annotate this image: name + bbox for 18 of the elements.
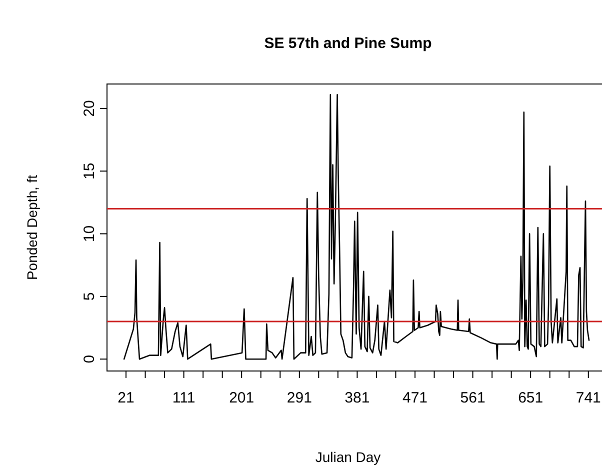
y-tick-label: 5 — [81, 292, 98, 301]
x-tick-label: 291 — [286, 390, 312, 407]
x-axis-title: Julian Day — [315, 449, 381, 465]
x-tick-label: 201 — [229, 390, 254, 407]
x-tick-label: 741 — [576, 390, 601, 407]
chart-title: SE 57th and Pine Sump — [264, 35, 432, 52]
y-tick-label: 15 — [81, 162, 98, 180]
x-tick-label: 471 — [402, 390, 428, 407]
y-tick-label: 20 — [81, 100, 98, 117]
x-tick-label: 21 — [118, 390, 134, 407]
x-tick-label: 381 — [344, 390, 370, 407]
y-tick-label: 0 — [81, 354, 98, 364]
line-series — [123, 94, 590, 360]
y-tick-label: 10 — [81, 225, 98, 242]
x-tick-label: 561 — [460, 390, 486, 407]
y-axis-title: Ponded Depth, ft — [24, 174, 40, 280]
x-tick-label: 111 — [172, 390, 196, 407]
x-tick-label: 651 — [518, 390, 544, 407]
